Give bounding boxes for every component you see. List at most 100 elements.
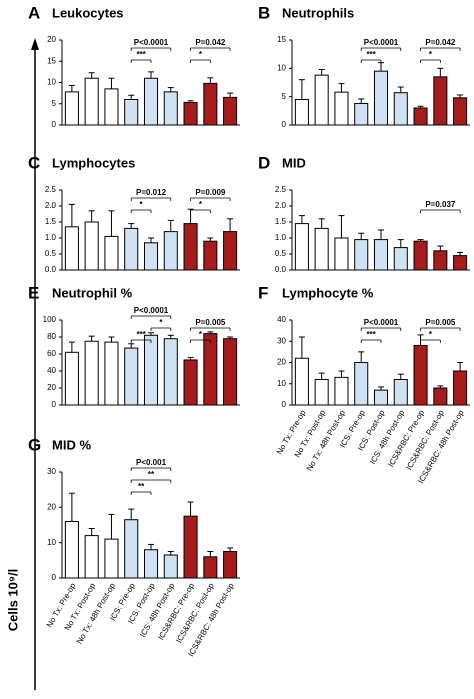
- bar: [84, 340, 99, 406]
- arrow-head: [31, 38, 39, 50]
- significance-label: *: [429, 50, 433, 59]
- y-tick-label: 10: [47, 78, 56, 87]
- y-tick-label: 10: [277, 63, 286, 72]
- bar: [354, 362, 369, 406]
- bar: [183, 223, 198, 271]
- y-tick-label: 0.0: [45, 265, 57, 274]
- bar: [104, 341, 119, 406]
- bar: [143, 242, 159, 271]
- bar: [64, 91, 79, 126]
- bar: [433, 250, 448, 271]
- bar: [393, 92, 408, 126]
- y-tick-label: 40: [47, 366, 56, 375]
- bar: [143, 77, 159, 126]
- significance-label: P=0.037: [425, 200, 456, 209]
- bar: [373, 389, 389, 406]
- panel-letter: A: [28, 3, 40, 22]
- significance-label: P<0.0001: [364, 318, 399, 327]
- bar: [84, 221, 99, 271]
- y-axis-label: Cells 10⁹/l: [5, 569, 20, 632]
- bar: [163, 554, 178, 579]
- y-tick-label: 1.0: [275, 233, 287, 242]
- significance-label: *: [140, 200, 144, 209]
- bar: [64, 226, 79, 271]
- y-tick-label: 0.0: [275, 265, 287, 274]
- bar: [64, 520, 79, 579]
- bar: [334, 376, 349, 406]
- bar: [393, 379, 408, 406]
- y-tick-label: 0.5: [275, 249, 287, 258]
- bar: [393, 247, 408, 271]
- bar: [334, 237, 349, 271]
- bar: [143, 334, 159, 406]
- y-tick-label: 100: [43, 315, 57, 324]
- significance-label: **: [138, 482, 145, 491]
- significance-label: ***: [136, 330, 146, 339]
- bar: [203, 333, 218, 406]
- bar: [223, 231, 238, 271]
- y-tick-label: 5: [282, 92, 287, 101]
- panel-title: Neutrophil %: [52, 285, 133, 300]
- bar: [203, 556, 218, 579]
- significance-label: P<0.0001: [134, 38, 169, 47]
- y-tick-label: 10: [277, 379, 286, 388]
- y-tick-label: 0: [282, 120, 287, 129]
- y-tick-label: 1.5: [45, 217, 57, 226]
- bar: [453, 370, 468, 406]
- significance-label: P=0.009: [195, 188, 226, 197]
- bar: [413, 107, 428, 126]
- significance-label: *: [429, 330, 433, 339]
- significance-label: P<0.0001: [364, 38, 399, 47]
- panel-letter: G: [28, 435, 41, 454]
- bar: [223, 551, 238, 579]
- panel-letter: F: [258, 283, 268, 302]
- bar: [294, 223, 309, 271]
- significance-label: P<0.001: [136, 458, 167, 467]
- significance-label: P=0.012: [136, 188, 167, 197]
- bar: [163, 338, 178, 406]
- panel-letter: C: [28, 153, 40, 172]
- bar: [294, 357, 309, 406]
- y-tick-label: 20: [277, 358, 286, 367]
- bar: [314, 379, 329, 406]
- panel-title: MID: [282, 155, 306, 170]
- bar: [334, 91, 349, 126]
- bar: [163, 91, 178, 126]
- bar: [183, 359, 198, 406]
- y-tick-label: 80: [47, 332, 56, 341]
- y-tick-label: 0: [282, 400, 287, 409]
- bar: [183, 101, 198, 126]
- panel-title: MID %: [52, 437, 91, 452]
- significance-label: *: [199, 50, 203, 59]
- significance-label: *: [199, 200, 203, 209]
- panel-letter: B: [258, 3, 270, 22]
- bar: [354, 239, 369, 271]
- significance-label: P<0.0001: [134, 306, 169, 315]
- significance-label: **: [148, 470, 155, 479]
- y-tick-label: 5: [52, 99, 57, 108]
- significance-label: ***: [136, 50, 146, 59]
- y-tick-label: 0: [52, 120, 57, 129]
- bar: [294, 99, 309, 126]
- y-tick-label: 20: [47, 502, 56, 511]
- y-tick-label: 10: [47, 538, 56, 547]
- bar: [124, 99, 139, 126]
- panel-title: Leukocytes: [52, 5, 124, 20]
- y-tick-label: 20: [47, 383, 56, 392]
- y-tick-label: 30: [47, 467, 56, 476]
- bar: [373, 70, 389, 126]
- bar: [413, 345, 428, 406]
- y-tick-label: 0: [52, 400, 57, 409]
- bar: [373, 239, 389, 271]
- y-tick-label: 2.5: [275, 185, 287, 194]
- y-tick-label: 1.0: [45, 233, 57, 242]
- y-tick-label: 0.5: [45, 249, 57, 258]
- bar: [84, 535, 99, 579]
- bar: [433, 387, 448, 406]
- y-tick-label: 2.0: [45, 201, 57, 210]
- bar: [203, 82, 218, 126]
- bar: [143, 549, 159, 579]
- bar: [354, 102, 369, 126]
- significance-label: *: [159, 318, 163, 327]
- y-tick-label: 2.5: [45, 185, 57, 194]
